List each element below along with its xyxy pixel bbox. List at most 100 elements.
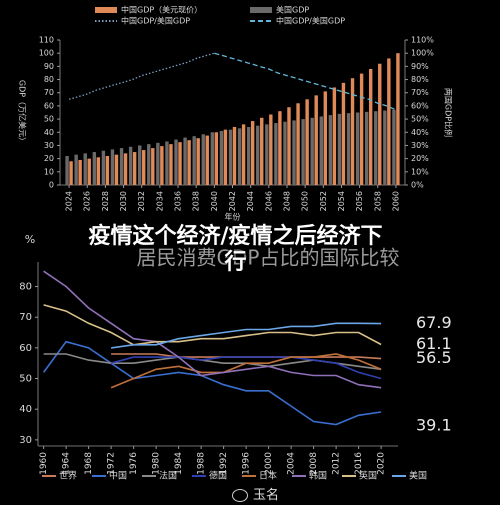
bar <box>151 148 155 185</box>
bar <box>78 159 82 185</box>
bar <box>105 156 110 185</box>
x-tick-label: 2038 <box>192 191 201 211</box>
bar <box>374 111 378 185</box>
bar <box>319 116 323 185</box>
x-tick-label: 2058 <box>373 191 382 211</box>
bar <box>283 121 287 185</box>
legend-label: 中国GDP（美元现价） <box>121 5 202 15</box>
y2-tick-label: 40% <box>411 128 429 137</box>
bar <box>278 111 282 185</box>
line <box>68 52 215 100</box>
bar <box>228 129 233 185</box>
bar <box>332 87 337 185</box>
y-axis-label: GDP（万亿美元） <box>18 80 28 145</box>
x-tick-label: 1980 <box>152 452 162 475</box>
bar <box>314 95 318 185</box>
bar <box>387 58 391 185</box>
y-tick-label: 40 <box>44 128 54 137</box>
legend-label: 法国 <box>159 470 177 482</box>
bar <box>160 146 164 185</box>
line <box>43 270 382 389</box>
bar <box>114 154 119 185</box>
x-tick-label: 2046 <box>264 191 273 211</box>
bar <box>223 129 228 185</box>
y-tick-label: 70 <box>44 88 54 97</box>
y2-axis-label: 两国GDP比例 <box>444 88 454 137</box>
x-tick-label: 2026 <box>83 191 92 211</box>
watermark: 玉名 <box>253 488 280 503</box>
y-tick-label: 40 <box>19 404 32 415</box>
legend-swatch <box>95 7 117 13</box>
y2-tick-label: 80% <box>411 75 429 84</box>
bar <box>138 145 142 185</box>
y-tick-label: 10 <box>44 167 54 176</box>
bar <box>192 136 196 185</box>
y-tick-label: 50 <box>44 115 54 124</box>
line <box>110 356 382 380</box>
bar <box>359 73 364 185</box>
bar <box>123 153 128 185</box>
bar <box>65 156 69 185</box>
x-tick-label: 2048 <box>282 191 291 211</box>
x-tick-label: 2060 <box>391 191 400 211</box>
x-tick-label: 1976 <box>129 452 139 475</box>
bar <box>256 125 260 185</box>
bar <box>92 152 97 185</box>
y-tick-label: 30 <box>19 435 32 446</box>
legend-label: 美国 <box>409 470 427 482</box>
bar <box>96 157 101 185</box>
end-label: 39.1 <box>416 415 452 434</box>
y-tick-label: 110 <box>39 36 54 45</box>
y-tick-label: 60 <box>44 101 54 110</box>
y-tick-label: 90 <box>44 62 54 71</box>
bar <box>119 148 124 185</box>
y2-tick-label: 50% <box>411 115 429 124</box>
bar <box>174 139 178 185</box>
y2-tick-label: 70% <box>411 88 429 97</box>
x-tick-label: 2008 <box>309 452 319 475</box>
x-tick-label: 2028 <box>101 191 110 211</box>
bar <box>383 110 387 185</box>
y-tick-label: 70 <box>19 312 32 323</box>
bar <box>396 53 400 185</box>
bar <box>196 138 200 185</box>
line <box>42 340 382 426</box>
bar <box>368 69 373 185</box>
x-tick-label: 2036 <box>174 191 183 211</box>
y-tick-label: 80 <box>44 75 54 84</box>
bar <box>260 117 264 185</box>
bar <box>83 153 87 185</box>
bar <box>169 144 173 185</box>
x-tick-label: 2016 <box>354 452 364 475</box>
x-tick-label: 1996 <box>242 452 252 475</box>
bar <box>274 123 278 185</box>
y2-tick-label: 0% <box>411 181 424 190</box>
x-tick-label: 2030 <box>119 191 128 211</box>
y2-tick-label: 60% <box>411 101 429 110</box>
x-tick-label: 2052 <box>319 191 328 211</box>
bar <box>187 140 191 185</box>
bar <box>165 141 169 185</box>
x-tick-label: 2000 <box>264 452 274 475</box>
bar <box>69 161 73 185</box>
y-tick-label: 80 <box>19 282 32 293</box>
bar <box>156 142 160 185</box>
bar <box>350 78 355 185</box>
x-tick-label: 2024 <box>65 191 74 211</box>
bar <box>142 150 146 185</box>
bar <box>232 127 237 185</box>
bar <box>328 115 333 185</box>
bar <box>392 109 396 185</box>
watermark-box: 玉名 <box>232 484 279 503</box>
legend-label: 中国GDP/美国GDP <box>121 16 190 26</box>
x-tick-label: 1992 <box>219 452 229 475</box>
bar <box>214 132 219 185</box>
x-tick-label: 2020 <box>377 452 387 475</box>
x-tick-label: 1984 <box>174 452 184 475</box>
legend-label: 英国 <box>359 470 377 482</box>
bar <box>269 114 273 185</box>
bar <box>210 132 215 185</box>
x-tick-label: 1960 <box>39 452 49 475</box>
x-tick-label: 2004 <box>287 452 297 475</box>
